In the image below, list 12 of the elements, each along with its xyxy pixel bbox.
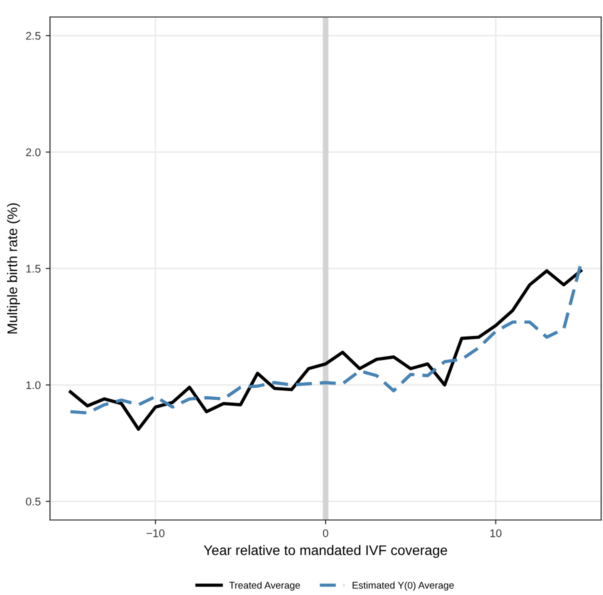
x-tick-label: −10 [146, 529, 164, 538]
y-tick-label: 1.5 [26, 264, 41, 273]
y-tick-label: 2.5 [26, 32, 41, 40]
x-tick-label: 10 [490, 529, 502, 538]
legend-label: Treated Average [229, 582, 300, 591]
x-tick-label: 0 [322, 529, 328, 538]
y-tick-label: 0.5 [26, 498, 41, 506]
legend-label: Estimated Y(0) Average [352, 582, 454, 591]
y-tick-label: 2.0 [26, 148, 41, 156]
x-axis-title: Year relative to mandated IVF coverage [204, 544, 448, 558]
y-tick-label: 1.0 [26, 381, 41, 390]
y-axis-title: Multiple birth rate (%) [7, 203, 20, 334]
